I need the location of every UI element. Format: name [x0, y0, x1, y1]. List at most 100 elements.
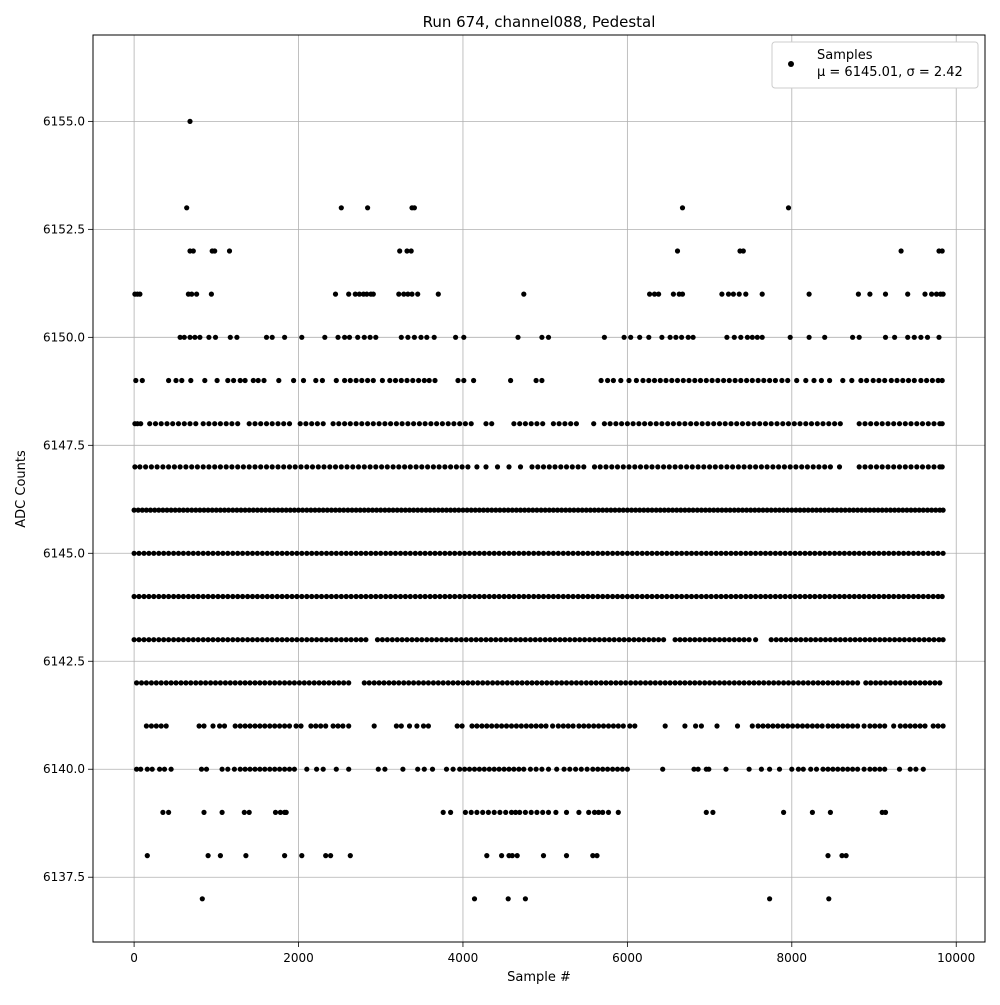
data-point	[428, 421, 434, 427]
data-point	[849, 377, 855, 384]
data-point	[462, 593, 468, 600]
data-point	[528, 723, 534, 729]
data-point	[646, 377, 652, 384]
data-point	[440, 809, 446, 816]
data-point	[626, 377, 632, 384]
data-point	[647, 291, 653, 297]
data-point	[338, 637, 344, 643]
data-point	[476, 507, 482, 513]
data-point	[749, 377, 755, 384]
data-point	[468, 637, 474, 643]
data-point	[529, 680, 535, 686]
data-point	[338, 205, 344, 211]
data-point	[226, 507, 232, 513]
data-point	[722, 421, 728, 427]
data-point	[931, 637, 937, 643]
data-point	[460, 680, 466, 686]
data-point	[690, 334, 696, 340]
data-point	[628, 334, 634, 340]
data-point	[913, 766, 919, 772]
data-point	[494, 464, 501, 470]
data-point	[646, 637, 652, 643]
data-point	[573, 766, 579, 772]
data-point	[716, 680, 723, 686]
data-point	[808, 637, 814, 643]
data-point	[702, 680, 708, 686]
data-point	[508, 377, 514, 384]
data-point	[908, 421, 914, 427]
data-point	[802, 550, 808, 556]
data-point	[715, 377, 721, 384]
data-point	[177, 464, 183, 470]
data-point	[183, 464, 189, 470]
data-point	[785, 421, 792, 427]
data-point	[357, 507, 363, 513]
data-point	[335, 723, 341, 729]
data-point	[508, 723, 515, 729]
data-point	[654, 593, 660, 600]
data-point	[643, 464, 649, 470]
data-point	[661, 637, 667, 643]
data-point	[235, 464, 241, 470]
data-point	[797, 593, 803, 600]
data-point	[347, 377, 353, 384]
data-point	[181, 334, 187, 340]
data-point	[557, 637, 563, 643]
data-point	[158, 421, 164, 427]
data-point	[361, 334, 367, 340]
data-point	[619, 766, 626, 772]
data-point	[318, 637, 325, 643]
data-point	[219, 766, 225, 772]
data-point	[820, 421, 826, 427]
data-point	[733, 550, 739, 556]
data-point	[470, 680, 476, 686]
data-point	[490, 680, 496, 686]
data-point	[855, 766, 861, 772]
data-point	[933, 507, 939, 513]
data-point	[920, 550, 926, 556]
data-point	[508, 809, 515, 816]
data-point	[240, 550, 246, 556]
data-point	[420, 723, 427, 729]
data-point	[891, 421, 897, 427]
data-point	[545, 766, 552, 772]
data-point	[850, 507, 857, 513]
data-point	[606, 637, 612, 643]
data-point	[259, 550, 265, 556]
data-point	[777, 550, 783, 556]
data-point	[348, 550, 354, 556]
data-point	[935, 550, 941, 556]
data-point	[905, 291, 911, 297]
data-point	[655, 464, 661, 470]
data-point	[905, 550, 912, 556]
data-point	[919, 421, 926, 427]
data-point	[694, 507, 700, 513]
data-point	[579, 507, 585, 513]
data-point	[721, 680, 728, 686]
data-point	[862, 637, 868, 643]
data-point	[373, 464, 379, 470]
data-point	[181, 421, 187, 427]
data-point	[882, 291, 889, 297]
data-point	[465, 464, 471, 470]
data-point	[230, 637, 236, 643]
data-point	[429, 637, 435, 643]
data-point	[180, 550, 186, 556]
data-point	[790, 723, 796, 729]
data-point	[797, 421, 803, 427]
data-point	[864, 377, 870, 384]
data-point	[789, 766, 795, 772]
data-point	[175, 593, 182, 600]
data-point	[350, 464, 356, 470]
data-point	[915, 550, 922, 556]
data-point	[911, 637, 917, 643]
data-point	[318, 593, 325, 600]
data-point	[591, 421, 597, 427]
data-point	[586, 723, 592, 729]
data-point	[466, 766, 473, 772]
data-point	[721, 637, 728, 643]
data-point	[732, 377, 738, 384]
